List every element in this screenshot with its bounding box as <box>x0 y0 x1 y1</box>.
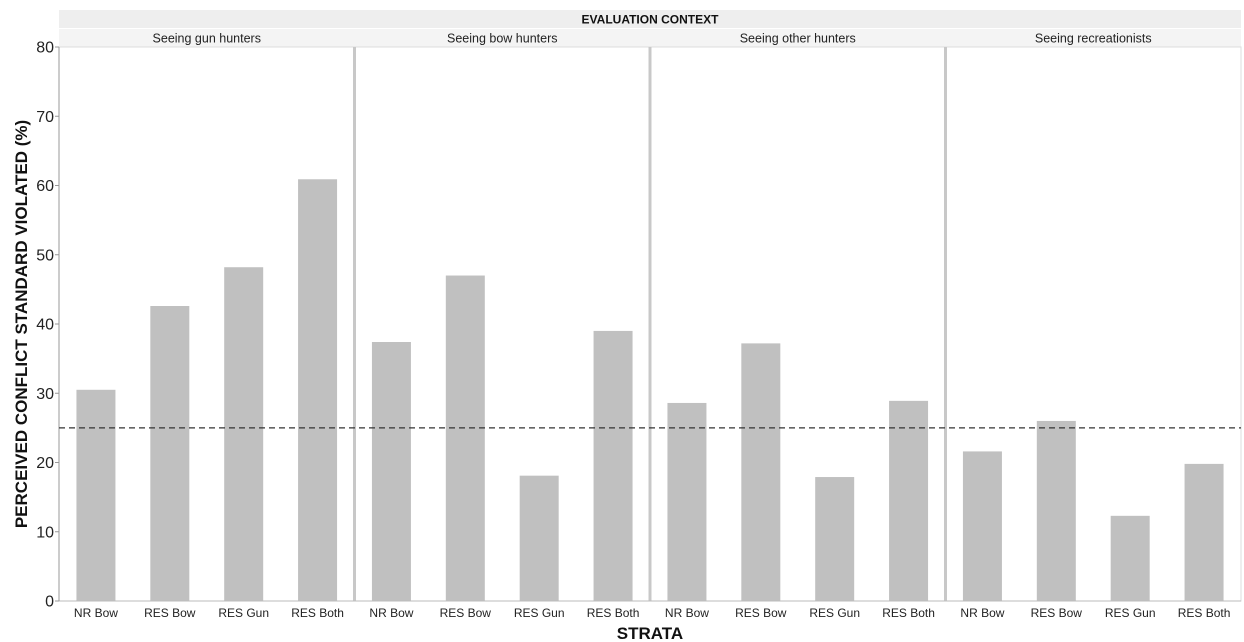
header-title: EVALUATION CONTEXT <box>582 13 720 27</box>
panel-title-background <box>59 29 355 47</box>
y-tick-label: 80 <box>36 40 54 57</box>
x-tick-label: RES Bow <box>735 606 787 620</box>
x-tick-label: RES Bow <box>1031 606 1083 620</box>
bar <box>741 343 781 601</box>
bar <box>76 389 116 601</box>
y-tick-label: 40 <box>36 317 54 334</box>
bar <box>150 305 190 601</box>
panel-title: Seeing bow hunters <box>447 32 558 46</box>
y-axis-title: PERCEIVED CONFLICT STANDARD VIOLATED (%) <box>12 120 31 528</box>
bar <box>1110 515 1150 601</box>
x-axis-title: STRATA <box>617 624 683 642</box>
panel-title: Seeing recreationists <box>1035 32 1152 46</box>
header-background <box>59 10 1241 28</box>
y-tick-label: 60 <box>36 178 54 195</box>
x-tick-label: NR Bow <box>960 606 1004 620</box>
panel-title-background <box>354 29 650 47</box>
panels: Seeing gun hunters NR Bow RES Bow RES Gun RE… <box>58 29 1242 620</box>
panel-title: Seeing other hunters <box>740 32 856 46</box>
bar <box>1184 463 1224 601</box>
y-tick-label: 10 <box>36 524 54 541</box>
y-tick-label: 30 <box>36 386 54 403</box>
bar <box>224 267 264 601</box>
y-tick-label: 0 <box>45 594 54 611</box>
panel: Seeing bow hunters NR Bow RES Bow RES Gun RE… <box>354 29 651 620</box>
bar <box>298 179 338 601</box>
x-tick-label: NR Bow <box>74 606 118 620</box>
x-tick-label: RES Bow <box>144 606 196 620</box>
x-tick-label: RES Gun <box>218 606 269 620</box>
x-tick-label: RES Both <box>587 606 640 620</box>
x-tick-label: RES Gun <box>809 606 860 620</box>
y-axis: 0 10 20 30 40 50 60 70 80 <box>36 40 60 611</box>
bar <box>593 330 633 601</box>
panel-title: Seeing gun hunters <box>153 32 261 46</box>
bar <box>445 275 485 601</box>
panel-title-background <box>650 29 946 47</box>
panel: Seeing other hunters NR Bow RES Bow RES Gun… <box>649 29 946 620</box>
x-tick-label: RES Bow <box>440 606 492 620</box>
bar <box>667 402 707 601</box>
y-tick-label: 20 <box>36 455 54 472</box>
bar <box>815 477 855 601</box>
y-tick-label: 70 <box>36 109 54 126</box>
bar <box>519 475 559 601</box>
panel: Seeing recreationists NR Bow RES Bow RES Gu… <box>945 29 1242 620</box>
bar <box>371 342 411 601</box>
x-tick-label: RES Gun <box>514 606 565 620</box>
panel-title-background <box>945 29 1241 47</box>
x-tick-label: NR Bow <box>369 606 413 620</box>
bar <box>889 400 929 601</box>
panel: Seeing gun hunters NR Bow RES Bow RES Gun RE… <box>58 29 355 620</box>
x-tick-label: NR Bow <box>665 606 709 620</box>
x-tick-label: RES Both <box>291 606 344 620</box>
y-tick-label: 50 <box>36 247 54 264</box>
bar <box>962 451 1002 601</box>
x-tick-label: RES Both <box>882 606 935 620</box>
bar <box>1036 420 1076 601</box>
x-tick-label: RES Both <box>1178 606 1231 620</box>
x-tick-label: RES Gun <box>1105 606 1156 620</box>
chart-header: EVALUATION CONTEXT <box>59 10 1241 28</box>
